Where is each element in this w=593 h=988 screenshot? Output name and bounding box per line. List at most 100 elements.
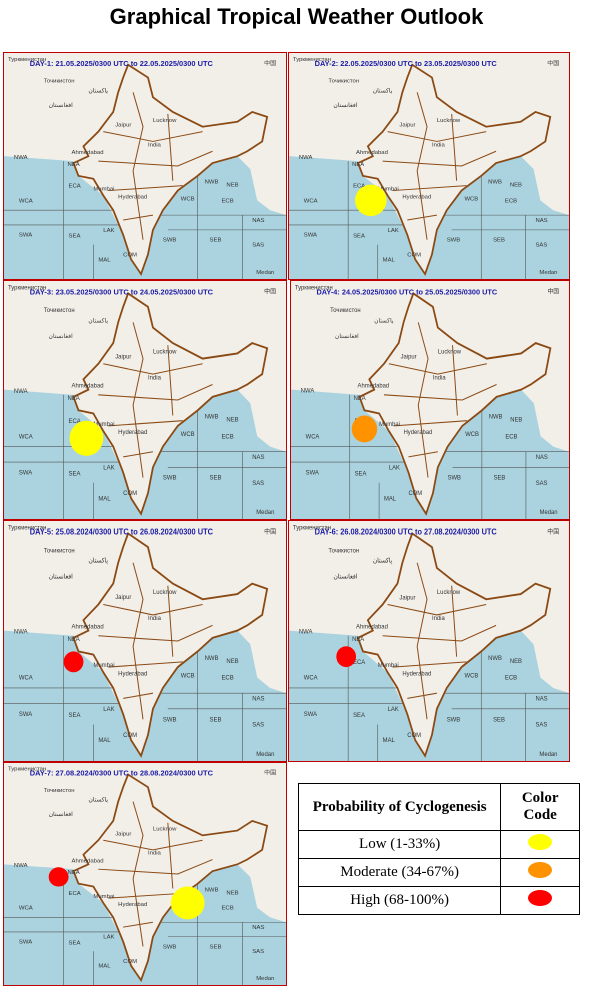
place-label: Medan — [539, 751, 557, 758]
place-label: Lucknow — [437, 589, 461, 596]
legend-row: Low (1-33%) — [297, 830, 580, 859]
legend-marker — [528, 862, 553, 878]
place-label: SEB — [210, 944, 222, 950]
states — [383, 322, 497, 478]
panel-label: DAY-6: 26.08.2024/0300 UTC to 27.08.2024… — [315, 527, 498, 536]
place-label: NWA — [14, 155, 28, 161]
panel-label: DAY-1: 21.05.2025/0300 UTC to 22.05.2025… — [30, 59, 214, 68]
place-label: SAS — [252, 480, 264, 487]
place-label: SWB — [163, 716, 177, 723]
map: Туркменистан Точикистон 中国 افغانستان پاکستان… — [4, 763, 286, 985]
place-label: Medan — [539, 270, 557, 276]
legend-label: Moderate (34-67%) — [297, 858, 502, 887]
place-label: پاکستان — [373, 87, 393, 94]
states — [98, 562, 213, 720]
cyclogenesis-marker — [170, 886, 205, 920]
place-label: SWA — [306, 470, 320, 476]
india — [72, 63, 269, 277]
place-label: NWB — [205, 655, 219, 662]
place-label: Mumbai — [93, 421, 114, 428]
panel-label: DAY-5: 25.08.2024/0300 UTC to 26.08.2024… — [30, 527, 214, 536]
place-label: 中国 — [264, 769, 276, 777]
place-label: ECA — [69, 891, 81, 897]
place-label: LAK — [388, 706, 399, 713]
states — [382, 92, 497, 240]
place-label: Точикистон — [44, 307, 75, 314]
place-label: NEB — [510, 418, 522, 424]
india — [72, 532, 269, 758]
place-label: NAS — [252, 454, 264, 461]
place-label: SWA — [304, 233, 317, 239]
place-label: ECB — [221, 906, 233, 912]
place-label: NWB — [205, 180, 219, 186]
map: Туркменистан Точикистон 中国 افغانستان پاکستان… — [289, 521, 569, 761]
map: Туркменистан Точикистон 中国 افغانستان پاکستان… — [289, 53, 569, 279]
place-label: SAS — [252, 721, 264, 728]
place-label: MAL — [98, 964, 111, 970]
place-label: NAS — [252, 695, 264, 702]
place-label: NWA — [14, 388, 29, 395]
place-label: MAL — [98, 737, 111, 744]
place-label: پاکستان — [373, 558, 393, 565]
place-label: WCB — [181, 672, 195, 679]
place-label: NAS — [536, 455, 548, 461]
place-label: پاکستان — [374, 317, 394, 324]
sea — [289, 156, 569, 279]
place-label: Ahmedabad — [356, 150, 388, 156]
place-label: ECB — [505, 198, 517, 204]
place-label: SAS — [536, 481, 548, 487]
map-panel: Туркменистан Точикистон 中国 افغانستان پاکستان… — [3, 520, 287, 762]
place-label: افغانستان — [49, 573, 73, 580]
place-label: NWA — [299, 629, 313, 636]
panel-label: DAY-4: 24.05.2025/0300 UTC to 25.05.2025… — [316, 287, 497, 296]
place-label: India — [148, 142, 162, 148]
legend-marker — [528, 890, 553, 906]
place-label: Lucknow — [153, 589, 177, 596]
place-label: NWA — [299, 155, 313, 161]
place-label: NWB — [488, 180, 502, 186]
legend-marker — [528, 834, 553, 850]
place-label: Medan — [256, 751, 274, 758]
place-label: افغانستان — [333, 102, 357, 109]
place-label: SWA — [304, 711, 318, 718]
place-label: COM — [123, 959, 137, 965]
legend-row: Moderate (34-67%) — [297, 858, 580, 887]
page-title: Graphical Tropical Weather Outlook — [109, 4, 484, 29]
place-label: SWB — [447, 238, 461, 244]
place-label: Lucknow — [153, 827, 177, 833]
place-label: India — [148, 615, 162, 622]
place-label: Hyderabad — [118, 670, 147, 677]
place-label: 中国 — [264, 287, 276, 295]
states — [98, 801, 213, 947]
place-label: پاکستان — [88, 558, 108, 565]
place-label: NWA — [14, 629, 29, 636]
india — [72, 773, 269, 983]
place-label: Туркменистан — [293, 57, 331, 63]
sea-regions — [289, 635, 569, 761]
place-label: NEA — [68, 636, 81, 643]
map-panel: Туркменистан Точикистон 中国 افغانستان پاکستان… — [3, 52, 287, 280]
place-label: India — [148, 374, 162, 381]
legend-swatch — [528, 834, 553, 850]
map: Туркменистан Точикистон 中国 افغانستان پاکستان… — [4, 53, 286, 279]
place-label: NEA — [68, 870, 80, 876]
place-label: 中国 — [547, 527, 559, 535]
place-label: Jaipur — [115, 831, 131, 837]
legend-swatch — [528, 862, 553, 878]
sea — [289, 630, 569, 761]
place-label: Jaipur — [401, 354, 417, 360]
place-label: MAL — [383, 737, 396, 744]
place-label: Jaipur — [115, 594, 131, 601]
place-label: COM — [408, 491, 422, 497]
place-label: India — [433, 375, 446, 381]
place-label: WCB — [181, 431, 195, 438]
place-label: SEB — [493, 716, 505, 723]
place-label: Lucknow — [153, 118, 177, 124]
place-label: Mumbai — [93, 662, 114, 669]
place-label: SAS — [535, 243, 547, 249]
map-panel: Туркменистан Точикистон 中国 افغانستان پاکستان… — [288, 520, 570, 762]
place-label: افغانستان — [49, 102, 73, 109]
place-label: Ahmedabad — [356, 623, 388, 630]
place-label: Jaipur — [115, 354, 131, 361]
place-label: Ahmedabad — [72, 150, 104, 156]
